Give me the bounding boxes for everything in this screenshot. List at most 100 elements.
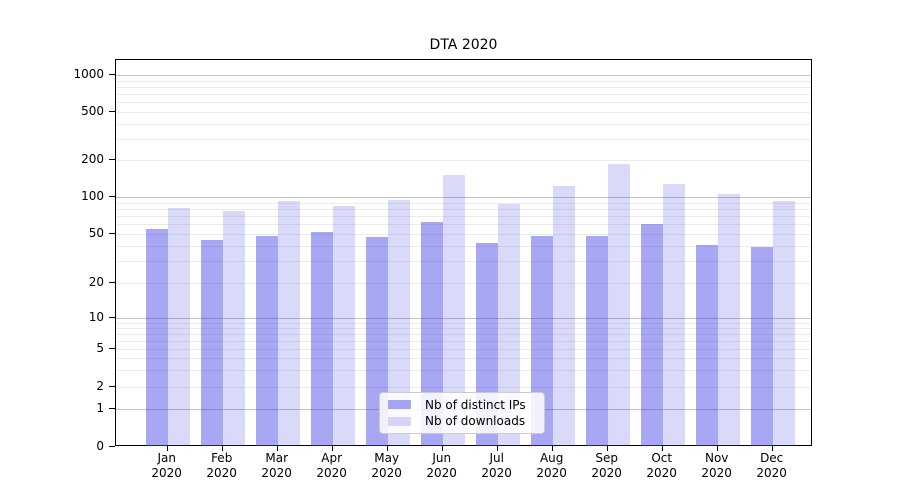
y-gridline-minor	[116, 138, 811, 140]
x-tick-label: Nov 2020	[689, 451, 745, 481]
y-gridline-minor	[116, 224, 811, 226]
y-tick-label: 10	[88, 309, 104, 324]
x-tick-month: Jun	[432, 451, 452, 465]
y-gridline-major	[116, 197, 811, 198]
y-tick-label: 1000	[73, 66, 104, 81]
x-tick-year: 2020	[701, 466, 732, 480]
x-tick-year: 2020	[316, 466, 347, 480]
bar-distinct-ips	[310, 231, 333, 446]
legend-row-downloads: Nb of downloads	[386, 414, 538, 428]
x-tick-label: Mar 2020	[249, 451, 305, 481]
bar-distinct-ips	[145, 228, 168, 446]
y-gridline-minor	[116, 283, 811, 284]
y-tick-label: 20	[88, 274, 104, 289]
bar-downloads	[607, 164, 630, 446]
x-tick-month: Dec	[760, 451, 784, 465]
x-tick-year: 2020	[261, 466, 292, 480]
x-tick-month: Apr	[321, 451, 343, 465]
x-tick-mark	[661, 446, 663, 451]
x-tick-year: 2020	[481, 466, 512, 480]
legend: Nb of distinct IPs Nb of downloads	[379, 392, 545, 434]
y-tick-label: 200	[81, 151, 104, 166]
bar-downloads	[772, 200, 795, 446]
y-gridline-minor	[116, 327, 811, 329]
x-tick-label: Jul 2020	[469, 451, 525, 481]
x-tick-month: Nov	[704, 451, 729, 465]
bar-downloads	[717, 193, 740, 446]
y-gridline-minor	[116, 234, 811, 235]
x-tick-mark	[551, 446, 553, 451]
y-tick-mark	[109, 386, 115, 388]
legend-swatch-downloads	[388, 416, 411, 426]
y-tick-label: 2	[96, 378, 104, 393]
legend-label-distinct-ips: Nb of distinct IPs	[425, 397, 526, 412]
y-tick-mark	[109, 317, 115, 319]
y-gridline-minor	[116, 94, 811, 96]
y-gridline-minor	[116, 387, 811, 388]
bar-distinct-ips	[640, 224, 663, 446]
bar-downloads	[662, 183, 685, 446]
bar-distinct-ips	[420, 221, 443, 446]
y-gridline-minor	[116, 112, 811, 113]
y-gridline-minor	[116, 370, 811, 372]
x-tick-mark	[606, 446, 608, 451]
y-tick-label: 50	[88, 225, 104, 240]
y-tick-mark	[109, 348, 115, 350]
y-gridline-minor	[116, 340, 811, 342]
y-tick-label: 0	[96, 438, 104, 453]
bar-downloads	[552, 185, 575, 446]
x-tick-mark	[276, 446, 278, 451]
x-tick-mark	[221, 446, 223, 451]
y-tick-mark	[109, 196, 115, 198]
y-tick-label: 5	[96, 340, 104, 355]
y-gridline-major	[116, 75, 811, 76]
y-gridline-minor	[116, 358, 811, 360]
x-tick-mark	[771, 446, 773, 451]
y-tick-mark	[109, 408, 115, 410]
y-gridline-minor	[116, 245, 811, 247]
y-tick-label: 100	[81, 188, 104, 203]
x-tick-year: 2020	[591, 466, 622, 480]
x-tick-mark	[441, 446, 443, 451]
bar-downloads	[332, 205, 355, 446]
plot-area	[115, 59, 812, 446]
y-tick-mark	[109, 159, 115, 161]
bar-downloads	[277, 200, 300, 446]
x-tick-year: 2020	[371, 466, 402, 480]
legend-row-distinct-ips: Nb of distinct IPs	[386, 398, 538, 412]
x-tick-month: May	[374, 451, 400, 465]
y-gridline-minor	[116, 80, 811, 82]
bar-downloads	[167, 207, 190, 446]
y-tick-mark	[109, 74, 115, 76]
x-tick-label: Jun 2020	[414, 451, 470, 481]
y-gridline-minor	[116, 216, 811, 218]
x-tick-year: 2020	[756, 466, 787, 480]
bar-downloads	[497, 203, 520, 446]
bar-distinct-ips	[585, 236, 608, 446]
y-gridline-minor	[116, 349, 811, 350]
x-tick-year: 2020	[151, 466, 182, 480]
y-tick-label: 500	[81, 103, 104, 118]
x-tick-label: Jan 2020	[139, 451, 195, 481]
bar-downloads	[442, 174, 465, 446]
y-gridline-minor	[116, 86, 811, 88]
x-tick-year: 2020	[536, 466, 567, 480]
x-tick-label: Oct 2020	[634, 451, 690, 481]
x-tick-label: Dec 2020	[744, 451, 800, 481]
x-tick-mark	[166, 446, 168, 451]
y-gridline-minor	[116, 322, 811, 324]
x-tick-month: Aug	[539, 451, 564, 465]
y-gridline-minor	[116, 160, 811, 161]
y-tick-mark	[109, 282, 115, 284]
bar-downloads	[387, 200, 410, 446]
x-tick-year: 2020	[206, 466, 237, 480]
x-tick-month: Mar	[265, 451, 288, 465]
bar-distinct-ips	[255, 236, 278, 446]
x-tick-label: May 2020	[359, 451, 415, 481]
y-gridline-minor	[116, 202, 811, 204]
x-tick-mark	[716, 446, 718, 451]
x-tick-label: Feb 2020	[194, 451, 250, 481]
x-tick-mark	[496, 446, 498, 451]
x-tick-label: Sep 2020	[579, 451, 635, 481]
